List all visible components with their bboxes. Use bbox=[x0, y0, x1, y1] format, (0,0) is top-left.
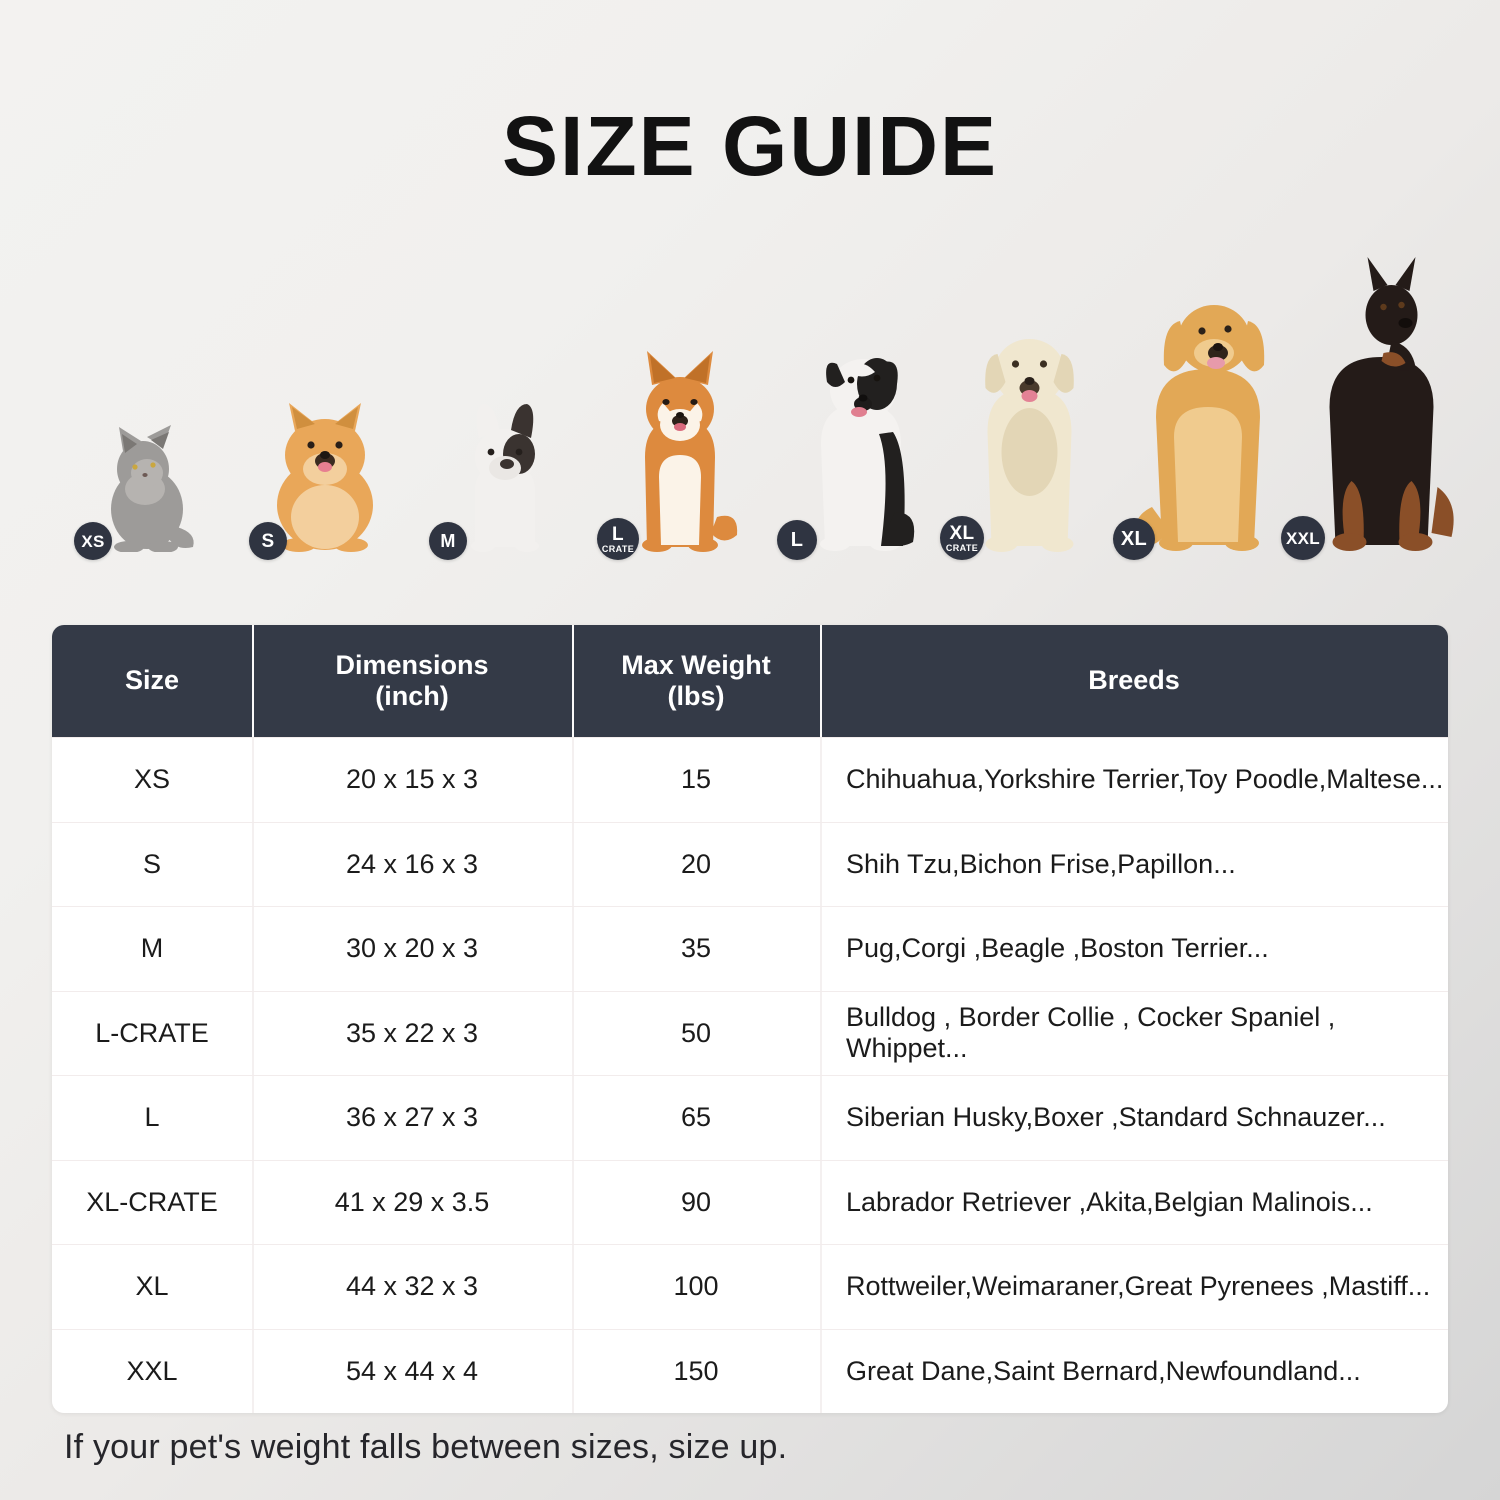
column-header-breeds: Breeds bbox=[820, 625, 1448, 737]
column-header-max-weight: Max Weight (lbs) bbox=[572, 625, 820, 737]
column-header-max-weight-line1: Max Weight bbox=[621, 649, 771, 680]
column-header-dimensions: Dimensions (inch) bbox=[252, 625, 572, 737]
size-chart-table: Size Dimensions (inch) Max Weight (lbs) … bbox=[52, 625, 1448, 1413]
size-badge-l-crate: L CRATE bbox=[597, 518, 639, 560]
size-badge-label: M bbox=[440, 531, 456, 551]
size-badge-xs: XS bbox=[74, 522, 112, 560]
table-row: L 36 x 27 x 3 65 Siberian Husky,Boxer ,S… bbox=[52, 1075, 1448, 1160]
size-badge-xxl: XXL bbox=[1281, 516, 1325, 560]
labrador-retriever-icon bbox=[985, 339, 1074, 552]
size-badge-label: XS bbox=[81, 531, 105, 551]
cell-dimensions: 30 x 20 x 3 bbox=[252, 907, 572, 991]
pomeranian-icon bbox=[277, 403, 373, 552]
british-shorthair-cat-icon bbox=[111, 425, 194, 552]
footer-note: If your pet's weight falls between sizes… bbox=[64, 1428, 788, 1466]
cell-breeds: Bulldog , Border Collie , Cocker Spaniel… bbox=[820, 991, 1448, 1076]
column-header-max-weight-line2: (lbs) bbox=[667, 681, 725, 711]
cell-size: XL bbox=[135, 1271, 169, 1302]
column-header-dimensions-line1: Dimensions bbox=[335, 649, 489, 680]
table-row: XL 44 x 32 x 3 100 Rottweiler,Weimaraner… bbox=[52, 1244, 1448, 1329]
cell-breeds: Pug,Corgi ,Beagle ,Boston Terrier... bbox=[820, 907, 1448, 991]
column-header-size-line1: Size bbox=[124, 665, 180, 696]
cell-size: L-CRATE bbox=[95, 1017, 209, 1048]
table-row: XL-CRATE 41 x 29 x 3.5 90 Labrador Retri… bbox=[52, 1159, 1448, 1245]
animal-size-strip: XS bbox=[0, 250, 1500, 560]
cell-breeds: Rottweiler,Weimaraner,Great Pyrenees ,Ma… bbox=[820, 1245, 1448, 1329]
cell-breeds: Shih Tzu,Bichon Frise,Papillon... bbox=[820, 822, 1448, 907]
doberman-icon bbox=[1329, 257, 1454, 551]
size-slot-l-crate: L CRATE bbox=[585, 330, 775, 560]
size-badge-label: S bbox=[261, 530, 275, 552]
table-row: XXL 54 x 44 x 4 150 Great Dane,Saint Ber… bbox=[52, 1328, 1448, 1414]
cell-max-weight: 100 bbox=[572, 1245, 820, 1329]
cell-max-weight: 20 bbox=[572, 822, 820, 907]
size-badge-sublabel: CRATE bbox=[945, 542, 979, 553]
golden-retriever-icon bbox=[1134, 305, 1264, 551]
table-header-row: Size Dimensions (inch) Max Weight (lbs) … bbox=[52, 625, 1448, 737]
cell-max-weight: 15 bbox=[572, 738, 820, 822]
cell-dimensions: 54 x 44 x 4 bbox=[252, 1329, 572, 1414]
cell-dimensions: 36 x 27 x 3 bbox=[252, 1076, 572, 1160]
cell-dimensions: 35 x 22 x 3 bbox=[252, 991, 572, 1076]
border-collie-icon bbox=[820, 358, 915, 551]
cell-max-weight: 35 bbox=[572, 907, 820, 991]
size-badge-l: L bbox=[777, 520, 817, 560]
size-badge-label: L bbox=[612, 523, 624, 545]
size-badge-xl: XL bbox=[1113, 518, 1155, 560]
size-slot-xxl: XXL bbox=[1275, 250, 1485, 560]
table-row: M 30 x 20 x 3 35 Pug,Corgi ,Beagle ,Bost… bbox=[52, 906, 1448, 991]
cell-breeds: Labrador Retriever ,Akita,Belgian Malino… bbox=[820, 1160, 1448, 1245]
size-slot-xl: XL bbox=[1105, 270, 1310, 560]
size-badge-label: XL bbox=[949, 522, 975, 544]
cell-dimensions: 41 x 29 x 3.5 bbox=[252, 1160, 572, 1245]
table-row: S 24 x 16 x 3 20 Shih Tzu,Bichon Frise,P… bbox=[52, 821, 1448, 907]
cell-breeds: Siberian Husky,Boxer ,Standard Schnauzer… bbox=[820, 1076, 1448, 1160]
size-badge-label: XXL bbox=[1286, 528, 1320, 548]
size-badge-xl-crate: XL CRATE bbox=[940, 516, 984, 560]
cell-dimensions: 24 x 16 x 3 bbox=[252, 822, 572, 907]
cell-breeds: Chihuahua,Yorkshire Terrier,Toy Poodle,M… bbox=[820, 738, 1448, 822]
cell-max-weight: 90 bbox=[572, 1160, 820, 1245]
size-badge-s: S bbox=[249, 522, 287, 560]
column-header-size: Size bbox=[52, 625, 252, 737]
size-slot-s: S bbox=[235, 360, 415, 560]
cell-size: XS bbox=[133, 764, 171, 795]
cell-max-weight: 150 bbox=[572, 1329, 820, 1414]
cell-dimensions: 44 x 32 x 3 bbox=[252, 1245, 572, 1329]
size-slot-l: L bbox=[765, 315, 955, 560]
cell-max-weight: 50 bbox=[572, 991, 820, 1076]
cell-max-weight: 65 bbox=[572, 1076, 820, 1160]
size-badge-label: L bbox=[790, 529, 804, 551]
column-header-breeds-line1: Breeds bbox=[1088, 665, 1180, 696]
cell-size: L bbox=[144, 1102, 160, 1133]
size-slot-m: M bbox=[415, 360, 595, 560]
cell-dimensions: 20 x 15 x 3 bbox=[252, 738, 572, 822]
french-bulldog-icon bbox=[471, 404, 539, 552]
column-header-dimensions-line2: (inch) bbox=[375, 681, 449, 711]
cell-breeds: Great Dane,Saint Bernard,Newfoundland... bbox=[820, 1329, 1448, 1414]
size-badge-m: M bbox=[429, 522, 467, 560]
table-row: L-CRATE 35 x 22 x 3 50 Bulldog , Border … bbox=[52, 990, 1448, 1076]
table-row: XS 20 x 15 x 3 15 Chihuahua,Yorkshire Te… bbox=[52, 737, 1448, 822]
cell-size: XL-CRATE bbox=[86, 1186, 218, 1217]
size-badge-sublabel: CRATE bbox=[601, 543, 635, 554]
cell-size: M bbox=[140, 933, 164, 964]
cell-size: S bbox=[142, 848, 161, 879]
page-title: SIZE GUIDE bbox=[501, 99, 999, 193]
cell-size: XXL bbox=[126, 1355, 178, 1386]
shiba-inu-icon bbox=[642, 351, 738, 552]
size-badge-label: XL bbox=[1120, 528, 1148, 550]
size-slot-xs: XS bbox=[60, 370, 230, 560]
size-slot-xl-crate: XL CRATE bbox=[930, 295, 1130, 560]
